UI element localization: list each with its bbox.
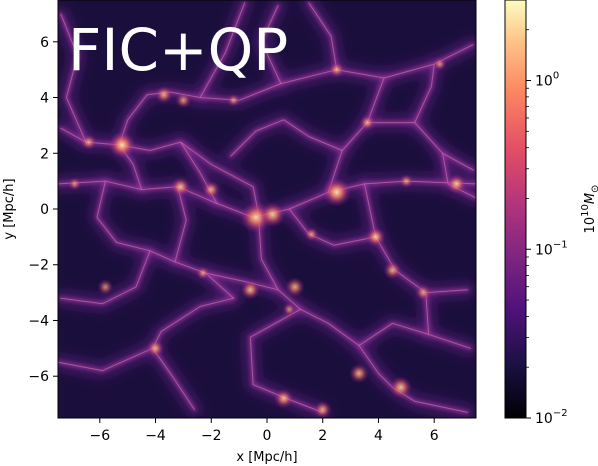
- filament-core: [308, 2, 338, 71]
- halo: [349, 363, 369, 384]
- colorbar-tick-label: 10−1: [535, 239, 568, 258]
- x-tick-label: −2: [201, 428, 222, 444]
- filament-core: [358, 322, 471, 349]
- halo: [170, 176, 191, 197]
- filament-core: [260, 5, 282, 85]
- halo: [304, 227, 319, 242]
- halo: [328, 61, 345, 78]
- halo: [260, 202, 286, 228]
- x-axis-label: x [Mpc/h]: [236, 450, 297, 465]
- halo: [446, 174, 467, 194]
- halo: [155, 85, 173, 104]
- halo: [175, 92, 192, 109]
- y-axis-label: y [Mpc/h]: [2, 178, 17, 239]
- filament-core: [174, 186, 187, 263]
- y-tick-label: 0: [40, 202, 49, 218]
- halo: [282, 302, 296, 316]
- halo: [433, 57, 447, 71]
- halo: [383, 261, 402, 280]
- filament-core: [60, 13, 87, 143]
- filament-core: [199, 2, 246, 98]
- halo: [80, 134, 97, 151]
- x-axis: −6 −4 −2 0 2 4 6: [89, 418, 439, 444]
- halo: [226, 93, 241, 108]
- halo: [359, 114, 376, 131]
- halo: [415, 284, 432, 301]
- halo: [240, 280, 261, 300]
- y-tick-label: 6: [40, 35, 49, 51]
- y-tick-label: 4: [40, 91, 49, 107]
- colorbar-ticks: 10−2 10−1 100: [526, 29, 568, 427]
- y-tick-label: −2: [28, 258, 49, 274]
- halo: [97, 279, 114, 295]
- filament-core: [249, 308, 324, 413]
- halo: [322, 178, 352, 207]
- halo: [202, 180, 221, 199]
- x-tick-label: −6: [89, 428, 110, 444]
- halo: [313, 400, 332, 418]
- halo: [146, 339, 165, 358]
- filament-core: [58, 347, 154, 372]
- x-tick-label: 0: [263, 428, 272, 444]
- x-tick-label: −4: [145, 428, 166, 444]
- filament-core: [288, 208, 377, 246]
- filament-core: [414, 63, 435, 124]
- colorbar: 10−2 10−1 100 1010M⊙: [504, 0, 598, 427]
- halo: [273, 388, 294, 409]
- halo: [68, 177, 82, 191]
- colorbar-tick-label: 100: [535, 71, 559, 90]
- filament-core: [205, 272, 279, 291]
- density-map: [58, 0, 476, 418]
- filament-core: [327, 122, 474, 193]
- x-tick-label: 4: [374, 428, 383, 444]
- colorbar-gradient: [504, 0, 527, 419]
- y-tick-label: 2: [40, 146, 49, 162]
- filament-core: [60, 250, 151, 305]
- halo: [196, 266, 210, 280]
- y-tick-label: −6: [28, 369, 49, 385]
- filament-core: [230, 119, 343, 157]
- halo-layer: [68, 57, 467, 418]
- x-tick-label: 6: [430, 428, 439, 444]
- halo: [389, 376, 412, 399]
- colorbar-label: 1010M⊙: [580, 185, 598, 234]
- halo: [399, 174, 414, 189]
- y-tick-label: −4: [28, 313, 49, 329]
- x-tick-label: 2: [318, 428, 327, 444]
- chart-title: FIC+QP: [68, 16, 288, 84]
- halo: [108, 131, 136, 159]
- colorbar-tick-label: 10−2: [535, 408, 568, 427]
- y-axis: −6 −4 −2 0 2 4 6: [28, 35, 58, 385]
- halo: [365, 227, 386, 247]
- halo: [285, 277, 305, 297]
